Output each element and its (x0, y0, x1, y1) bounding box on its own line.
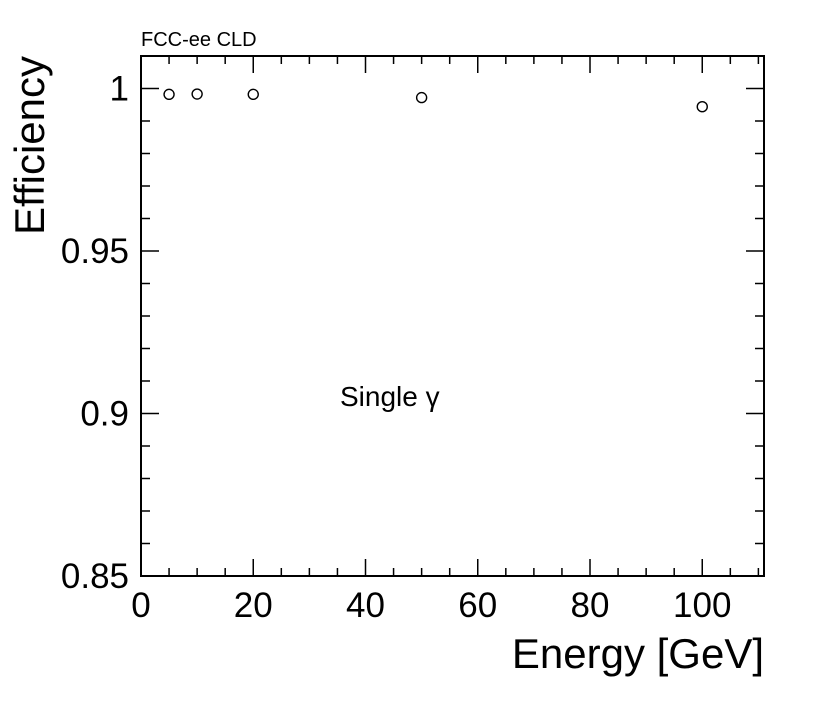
x-tick-label: 20 (234, 586, 273, 625)
data-point (415, 91, 428, 104)
y-tick-label: 0.95 (61, 232, 129, 271)
y-tick-labels: 0.85 0.9 0.95 1 (61, 70, 129, 597)
plot-frame (140, 55, 765, 577)
x-tick-label: 40 (346, 586, 385, 625)
y-tick-label: 0.85 (61, 557, 129, 596)
data-points (163, 88, 708, 113)
x-axis-label: Energy [GeV] (512, 630, 764, 677)
y-tick-label: 1 (110, 70, 129, 109)
x-tick-label: 100 (673, 586, 731, 625)
x-tick-label: 0 (131, 586, 150, 625)
data-point (163, 88, 175, 101)
x-tick-label: 80 (571, 586, 610, 625)
y-axis-label: Efficiency (6, 56, 53, 235)
axis-ticks (140, 55, 764, 577)
x-tick-label: 60 (458, 586, 497, 625)
y-tick-label: 0.9 (80, 395, 129, 434)
annotation-label: Single γ (340, 381, 440, 412)
data-point (247, 88, 259, 101)
chart-header: FCC-ee CLD (141, 29, 257, 51)
data-point (696, 100, 708, 113)
data-point (191, 88, 203, 100)
x-tick-labels: 0 20 40 60 80 100 (131, 586, 731, 625)
